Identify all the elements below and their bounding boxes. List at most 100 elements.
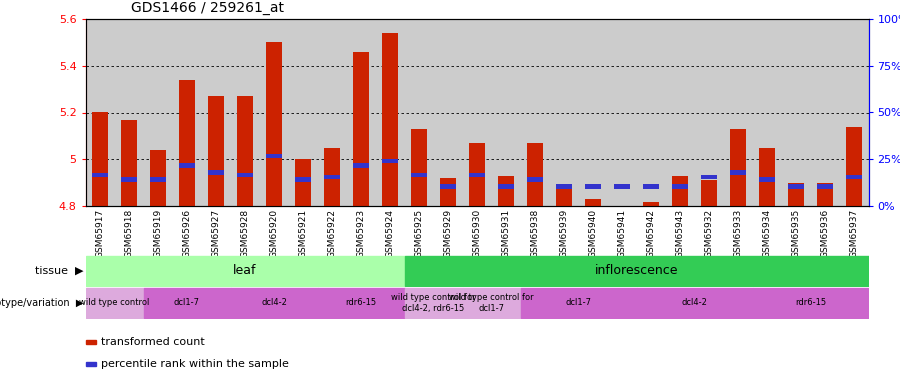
Bar [382, 33, 398, 206]
Text: transformed count: transformed count [101, 337, 204, 347]
Text: GSM65941: GSM65941 [617, 209, 626, 258]
Text: GSM65938: GSM65938 [530, 209, 539, 258]
Bar [672, 176, 688, 206]
Text: GSM65931: GSM65931 [501, 209, 510, 258]
Text: wild type control for
dcl4-2, rdr6-15: wild type control for dcl4-2, rdr6-15 [392, 293, 476, 312]
Bar [788, 184, 804, 189]
Bar [817, 184, 833, 189]
Text: rdr6-15: rdr6-15 [346, 298, 376, 307]
Bar [404, 256, 868, 286]
Bar [238, 173, 253, 177]
Text: GSM65943: GSM65943 [676, 209, 685, 258]
Bar [672, 184, 688, 189]
Text: wild type control: wild type control [79, 298, 149, 307]
Bar [759, 148, 775, 206]
Text: GSM65925: GSM65925 [415, 209, 424, 258]
Bar [324, 148, 340, 206]
Bar [266, 154, 282, 158]
Text: GSM65921: GSM65921 [299, 209, 308, 258]
Text: leaf: leaf [233, 264, 256, 278]
Bar [499, 184, 514, 189]
Bar [209, 170, 223, 175]
Bar [463, 288, 520, 318]
Bar [179, 80, 195, 206]
Text: dcl1-7: dcl1-7 [174, 298, 200, 307]
Bar [470, 173, 484, 177]
Bar [636, 288, 752, 318]
Text: GSM65928: GSM65928 [240, 209, 249, 258]
Bar [817, 183, 833, 206]
Text: wild type control for
dcl1-7: wild type control for dcl1-7 [449, 293, 534, 312]
Text: tissue  ▶: tissue ▶ [35, 266, 84, 276]
Bar [121, 120, 137, 206]
Bar [179, 164, 194, 168]
Bar [93, 173, 108, 177]
Bar [354, 164, 369, 168]
Bar [556, 188, 572, 206]
Text: dcl4-2: dcl4-2 [261, 298, 287, 307]
Bar [788, 183, 804, 206]
Bar [86, 288, 143, 318]
Bar [440, 184, 455, 189]
Bar [122, 177, 137, 182]
Bar [701, 180, 717, 206]
Text: dcl4-2: dcl4-2 [681, 298, 707, 307]
Text: GSM65933: GSM65933 [734, 209, 742, 258]
Bar [701, 175, 716, 179]
Text: GSM65929: GSM65929 [444, 209, 453, 258]
Bar [760, 177, 775, 182]
Text: GSM65922: GSM65922 [328, 209, 337, 258]
Bar [846, 175, 861, 179]
Bar [382, 159, 398, 163]
Bar [92, 112, 108, 206]
Bar [237, 96, 253, 206]
Bar [730, 129, 746, 206]
Text: GSM65926: GSM65926 [183, 209, 192, 258]
Bar [411, 173, 427, 177]
Bar [440, 178, 456, 206]
Bar [527, 177, 543, 182]
Bar [404, 288, 463, 318]
Bar [585, 184, 600, 189]
Bar [498, 176, 514, 206]
Text: GDS1466 / 259261_at: GDS1466 / 259261_at [130, 1, 284, 15]
Bar [230, 288, 318, 318]
Text: GSM65930: GSM65930 [472, 209, 482, 258]
Bar [295, 177, 310, 182]
Text: GSM65940: GSM65940 [589, 209, 598, 258]
Bar [295, 159, 311, 206]
Bar [411, 129, 427, 206]
Bar [520, 288, 636, 318]
Bar [469, 143, 485, 206]
Text: GSM65923: GSM65923 [356, 209, 365, 258]
Bar [324, 175, 339, 179]
Text: GSM65924: GSM65924 [385, 209, 394, 258]
Text: genotype/variation  ▶: genotype/variation ▶ [0, 298, 84, 308]
Text: dcl1-7: dcl1-7 [565, 298, 591, 307]
Bar [353, 52, 369, 206]
Bar [585, 199, 601, 206]
Text: GSM65934: GSM65934 [762, 209, 771, 258]
Bar [846, 127, 862, 206]
Bar [643, 201, 659, 206]
Bar [556, 184, 572, 189]
Bar [150, 177, 166, 182]
Text: rdr6-15: rdr6-15 [795, 298, 826, 307]
Bar [615, 184, 630, 189]
Text: GSM65920: GSM65920 [269, 209, 278, 258]
Text: GSM65939: GSM65939 [560, 209, 569, 258]
Bar [143, 288, 230, 318]
Bar [86, 256, 404, 286]
Bar [731, 170, 745, 175]
Text: GSM65927: GSM65927 [212, 209, 220, 258]
Text: inflorescence: inflorescence [595, 264, 679, 278]
Text: GSM65918: GSM65918 [124, 209, 133, 258]
Text: GSM65942: GSM65942 [646, 209, 655, 258]
Text: GSM65936: GSM65936 [821, 209, 830, 258]
Bar [208, 96, 224, 206]
Bar [318, 288, 404, 318]
Bar [150, 150, 166, 206]
Text: GSM65917: GSM65917 [95, 209, 104, 258]
Text: GSM65935: GSM65935 [791, 209, 800, 258]
Bar [644, 184, 659, 189]
